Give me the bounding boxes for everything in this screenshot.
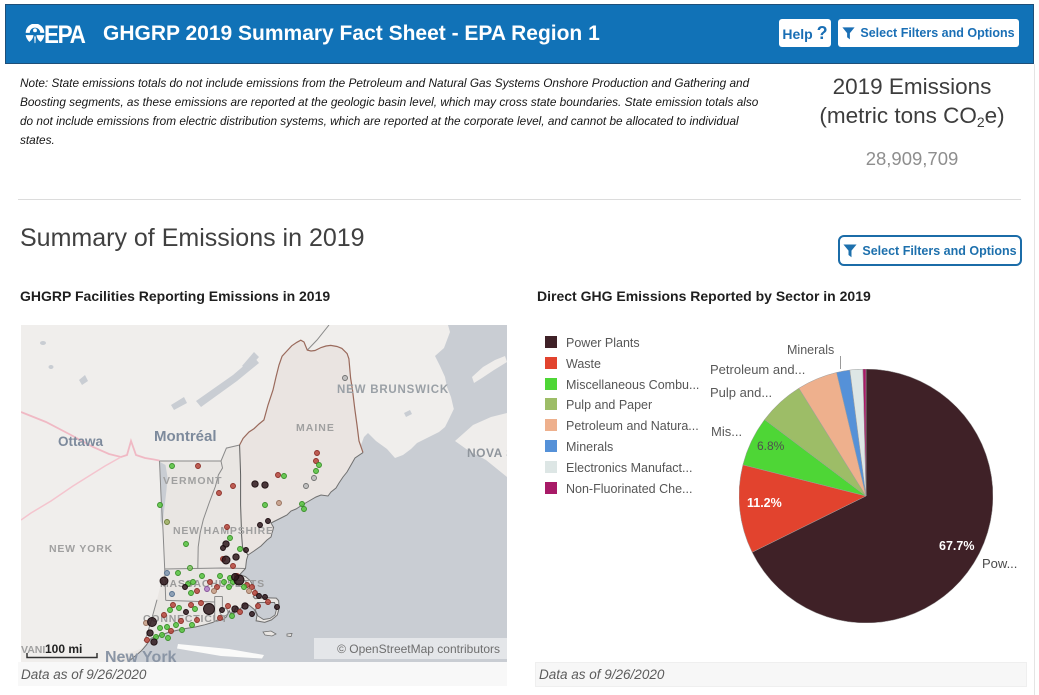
svg-text:Montréal: Montréal xyxy=(154,428,217,445)
svg-text:NOVA SCOTIA: NOVA SCOTIA xyxy=(467,446,507,460)
svg-text:© OpenStreetMap contributors: © OpenStreetMap contributors xyxy=(337,642,500,656)
svg-text:MAINE: MAINE xyxy=(296,422,335,434)
svg-text:VERMONT: VERMONT xyxy=(163,475,223,487)
svg-text:100 mi: 100 mi xyxy=(45,642,82,656)
svg-text:NEW YORK: NEW YORK xyxy=(49,543,113,555)
svg-text:NEW HAMPSHIRE: NEW HAMPSHIRE xyxy=(173,525,274,537)
svg-text:Ottawa: Ottawa xyxy=(58,434,104,449)
svg-text:NEW BRUNSWICK: NEW BRUNSWICK xyxy=(337,384,449,396)
svg-text:VANI: VANI xyxy=(21,644,45,656)
svg-text:New York: New York xyxy=(105,649,177,662)
